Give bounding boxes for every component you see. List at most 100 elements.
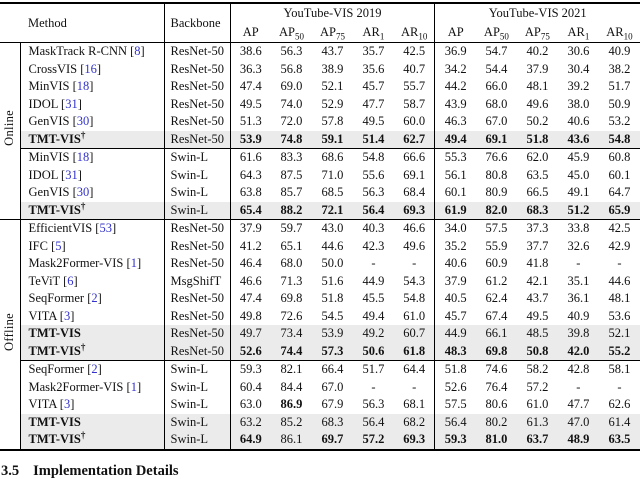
citation-link[interactable]: 30	[76, 185, 90, 199]
metric-value: 61.2	[485, 273, 508, 288]
metric-value: 62.4	[485, 291, 508, 305]
metric-value: 74.6	[475, 360, 517, 379]
metric-value: 40.7	[403, 61, 426, 76]
metric-value: 84.4	[280, 379, 303, 394]
metric-value: 32.6	[567, 238, 590, 253]
metric-value: 45.0	[567, 167, 590, 182]
metric-value: -	[576, 379, 581, 394]
backbone-cell: ResNet-50	[163, 130, 231, 149]
metric-value: 49.4	[434, 130, 476, 149]
metric-value: 49.5	[229, 95, 271, 113]
metric-value: 57.5	[434, 396, 476, 414]
metric-value: 44.6	[321, 238, 344, 253]
citation-link[interactable]: 1	[130, 379, 137, 394]
metric-value: 60.0	[403, 114, 426, 128]
metric-value: 86.1	[271, 431, 312, 450]
citation-link[interactable]: 18	[76, 79, 90, 93]
metric-value: 50.8	[516, 342, 558, 361]
section-label-text: Online	[2, 110, 16, 147]
citation-link[interactable]: 5	[55, 238, 62, 253]
metric-value: 81.0	[475, 431, 517, 450]
citation-link[interactable]: 31	[65, 167, 78, 182]
citation-link[interactable]: 18	[76, 150, 90, 164]
method-name: MaskTrack R-CNN [8]	[28, 44, 145, 58]
metric-value: 54.7	[485, 44, 508, 58]
metric-value: 36.1	[567, 291, 590, 305]
metric-value: 47.4	[229, 290, 271, 308]
backbone-cell: Swin-L	[163, 360, 231, 379]
metric-value: 83.3	[271, 148, 312, 167]
table-row: MinVIS [18] ResNet-50 47.4 69.0 52.1 45.7 55.7…	[0, 78, 640, 96]
table-row: VITA [3] ResNet-50 49.8 72.6 54.5 49.4 61.0 45.…	[0, 307, 640, 325]
metric-value: 65.1	[280, 238, 303, 253]
table-row: IDOL [31] Swin-L 64.3 87.5 71.0 55.6 69.1 56.1 8…	[0, 166, 640, 184]
method-name: GenVIS [30]	[28, 114, 94, 128]
table-row: Offline EfficientVIS [53] ResNet-50 37.9 59.…	[0, 219, 640, 450]
metric-value: -	[371, 379, 376, 394]
metric-value: 74.0	[280, 96, 303, 111]
citation-link[interactable]: 53	[99, 221, 112, 235]
citation-link[interactable]: 31	[65, 96, 78, 111]
metric-value: 37.9	[229, 219, 271, 238]
citation-link[interactable]: 3	[63, 308, 71, 323]
backbone-cell: MsgShifT	[163, 272, 231, 290]
metric-value: 42.5	[598, 219, 640, 238]
metric-value: 80.8	[485, 167, 508, 182]
metric-value: 63.2	[229, 413, 271, 431]
metric-value: 37.3	[516, 219, 558, 238]
method-name: VITA [3]	[28, 397, 75, 411]
metric-value: 30.6	[567, 44, 590, 58]
metric-value: 33.8	[557, 219, 599, 238]
metric-value: 46.6	[393, 219, 435, 238]
citation-link[interactable]: 30	[76, 114, 90, 128]
metric-value: 67.4	[485, 308, 508, 323]
citation-link[interactable]: 16	[84, 61, 97, 76]
metric-value: 50.2	[526, 114, 549, 128]
metric-value: 49.6	[403, 238, 426, 253]
backbone-cell: ResNet-50	[163, 255, 231, 273]
metric-value: 58.7	[403, 96, 426, 111]
metric-value: 55.3	[434, 148, 476, 167]
backbone-cell: Swin-L	[163, 201, 231, 220]
metric-value: 55.6	[362, 167, 385, 182]
citation-link[interactable]: 3	[63, 397, 71, 411]
metric-value: 47.7	[362, 96, 385, 111]
metric-value: 80.9	[485, 185, 508, 199]
metric-value: 38.0	[567, 96, 590, 111]
table-body: Online MaskTrack R-CNN [8] ResNet-50 38.6 56…	[0, 42, 640, 450]
metric-value: 55.7	[403, 79, 426, 93]
metric-value: 61.4	[598, 413, 640, 431]
metric-value: 63.8	[229, 184, 271, 202]
table-row: TMT-VIS† Swin-L 64.9 86.1 69.7 57.2 69.3 59.3 81…	[0, 430, 640, 450]
metric-value: 48.9	[557, 431, 599, 450]
table-row: CrossVIS [16] ResNet-50 36.3 56.8 38.9 35.6 40…	[0, 60, 640, 78]
citation-link[interactable]: 1	[130, 256, 137, 270]
metric-value: 44.6	[608, 273, 631, 288]
table-row: TMT-VIS Swin-L 63.2 85.2 68.3 56.4 68.2 56.4 80.…	[0, 413, 640, 431]
metric-value: 51.4	[352, 130, 394, 149]
header-metric: AP75	[311, 23, 353, 43]
metric-value: 68.4	[403, 185, 426, 199]
metric-value: 67.0	[485, 114, 508, 128]
header-metric: AR10	[393, 23, 435, 43]
metric-value: 85.2	[271, 413, 312, 431]
backbone-cell: ResNet-50	[163, 219, 231, 238]
citation-link[interactable]: 2	[91, 362, 98, 376]
citation-link[interactable]: 6	[67, 273, 74, 288]
metric-value: 55.2	[598, 342, 640, 361]
metric-value: 54.8	[352, 148, 394, 167]
metric-value: 56.3	[362, 397, 385, 411]
citation-link[interactable]: 2	[91, 291, 98, 305]
table-row: TMT-VIS ResNet-50 49.7 73.4 53.9 49.2 60.7 44.9…	[0, 325, 640, 343]
metric-value: 51.8	[321, 291, 344, 305]
metric-value: 42.3	[362, 238, 385, 253]
backbone-cell: Swin-L	[163, 378, 231, 396]
metric-value: 66.1	[475, 325, 517, 343]
citation-link[interactable]: 8	[134, 44, 141, 58]
backbone-cell: ResNet-50	[163, 307, 231, 325]
metric-value: 57.8	[321, 114, 344, 128]
method-name: SeqFormer [2]	[20, 360, 165, 379]
metric-value: 66.5	[526, 185, 549, 199]
metric-value: 73.4	[271, 325, 312, 343]
metric-value: 43.6	[557, 130, 599, 149]
